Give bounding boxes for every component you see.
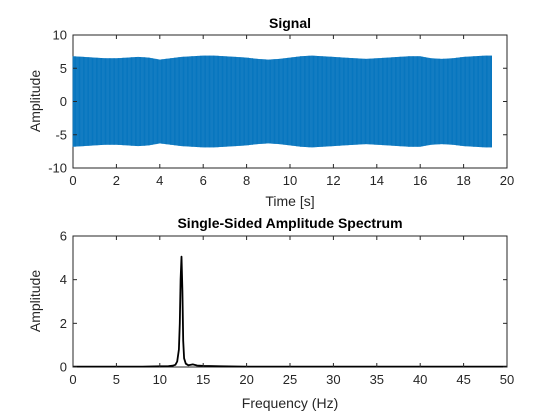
signal-ytick-label: -5 <box>55 127 67 142</box>
spectrum-ytick-label: 0 <box>60 360 67 375</box>
signal-ticks: 0 2 4 6 8 10 12 14 16 18 20 -10 -5 0 5 10 <box>48 28 514 189</box>
spectrum-ticks: 0 5 10 15 20 25 30 35 40 45 50 0 2 4 6 <box>60 229 514 388</box>
signal-ytick-label: 0 <box>60 94 67 109</box>
signal-axes: 0 2 4 6 8 10 12 14 16 18 20 -10 -5 0 5 10 Signal Time [… <box>27 15 514 209</box>
spectrum-xtick-label: 20 <box>239 372 253 387</box>
signal-xtick-label: 20 <box>500 173 514 188</box>
spectrum-ytick-label: 4 <box>60 272 67 287</box>
signal-data <box>72 55 492 148</box>
spectrum-axes-frame <box>72 235 508 368</box>
signal-title: Signal <box>269 15 311 31</box>
signal-ytick-label: -10 <box>48 161 67 176</box>
signal-ytick-label: 5 <box>60 61 67 76</box>
signal-xtick-label: 4 <box>156 173 163 188</box>
spectrum-data <box>73 255 507 368</box>
spectrum-xtick-label: 45 <box>456 372 470 387</box>
signal-xtick-label: 8 <box>243 173 250 188</box>
signal-xtick-label: 18 <box>456 173 470 188</box>
spectrum-xtick-label: 0 <box>69 372 76 387</box>
spectrum-xtick-label: 5 <box>113 372 120 387</box>
spectrum-axes: 0 5 10 15 20 25 30 35 40 45 50 0 2 4 6 Single-Sided Am… <box>27 215 514 411</box>
spectrum-xtick-label: 25 <box>283 372 297 387</box>
spectrum-xtick-label: 30 <box>326 372 340 387</box>
signal-trace <box>72 55 492 148</box>
signal-xtick-label: 12 <box>326 173 340 188</box>
signal-xtick-label: 2 <box>113 173 120 188</box>
signal-xtick-label: 0 <box>69 173 76 188</box>
signal-xtick-label: 14 <box>370 173 384 188</box>
spectrum-title: Single-Sided Amplitude Spectrum <box>177 215 402 231</box>
spectrum-xlabel: Frequency (Hz) <box>242 395 338 411</box>
spectrum-xtick-label: 50 <box>500 372 514 387</box>
spectrum-ytick-label: 6 <box>60 229 67 244</box>
spectrum-xtick-label: 10 <box>153 372 167 387</box>
spectrum-ytick-label: 2 <box>60 316 67 331</box>
signal-ylabel: Amplitude <box>27 70 43 132</box>
spectrum-xtick-label: 35 <box>370 372 384 387</box>
signal-xtick-label: 16 <box>413 173 427 188</box>
signal-xtick-label: 6 <box>200 173 207 188</box>
signal-xlabel: Time [s] <box>265 193 314 209</box>
spectrum-xtick-label: 15 <box>196 372 210 387</box>
signal-xtick-label: 10 <box>283 173 297 188</box>
spectrum-line <box>73 255 507 368</box>
signal-ytick-label: 10 <box>53 28 67 43</box>
spectrum-xtick-label: 40 <box>413 372 427 387</box>
spectrum-ylabel: Amplitude <box>27 270 43 332</box>
